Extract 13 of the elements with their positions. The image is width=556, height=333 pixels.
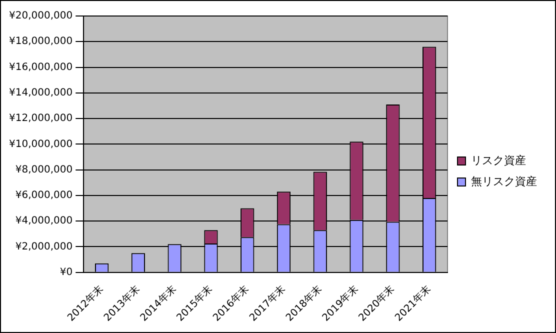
y-tick-label: ¥4,000,000 — [15, 216, 73, 227]
y-tick-label: ¥0 — [60, 266, 73, 278]
y-tick-label: ¥18,000,000 — [8, 36, 73, 48]
y-tick-label: ¥2,000,000 — [15, 241, 73, 252]
y-tick-label: ¥6,000,000 — [15, 190, 73, 202]
y-tick-label: ¥10,000,000 — [8, 138, 73, 150]
y-tick-label: ¥16,000,000 — [8, 62, 73, 73]
y-tick-label: ¥20,000,000 — [8, 10, 73, 22]
y-tick-label: ¥14,000,000 — [8, 88, 73, 99]
y-tick-label: ¥12,000,000 — [8, 113, 73, 124]
legend-label: リスク資産 — [471, 154, 526, 167]
y-tick-label: ¥8,000,000 — [15, 164, 73, 176]
legend-label: 無リスク資産 — [471, 174, 537, 188]
